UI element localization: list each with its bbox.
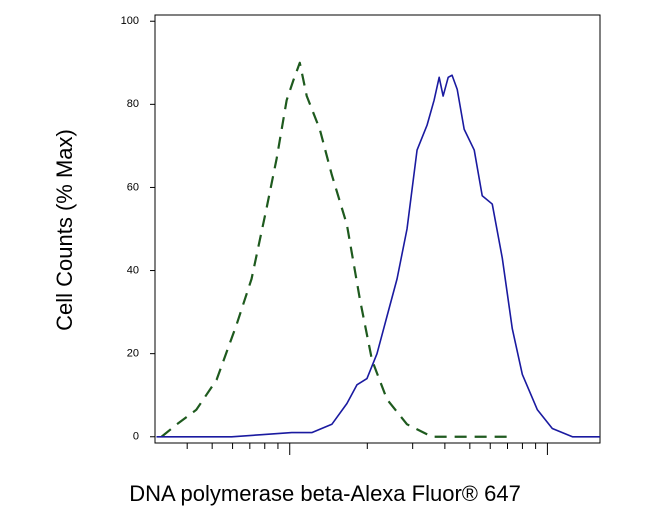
y-tick-label: 80 — [127, 98, 139, 110]
histogram-line — [156, 74, 600, 438]
plot-frame — [154, 14, 601, 444]
y-tick-label: 100 — [121, 15, 139, 27]
y-tick-label: 60 — [127, 181, 139, 193]
y-tick-label: 20 — [127, 348, 139, 360]
y-axis-title: Cell Counts (% Max) — [52, 129, 77, 331]
x-axis-title: DNA polymerase beta-Alexa Fluor® 647 — [129, 481, 521, 506]
y-tick-label: 0 — [133, 431, 139, 443]
y-tick-label: 40 — [127, 264, 139, 276]
histogram-line — [160, 61, 513, 438]
